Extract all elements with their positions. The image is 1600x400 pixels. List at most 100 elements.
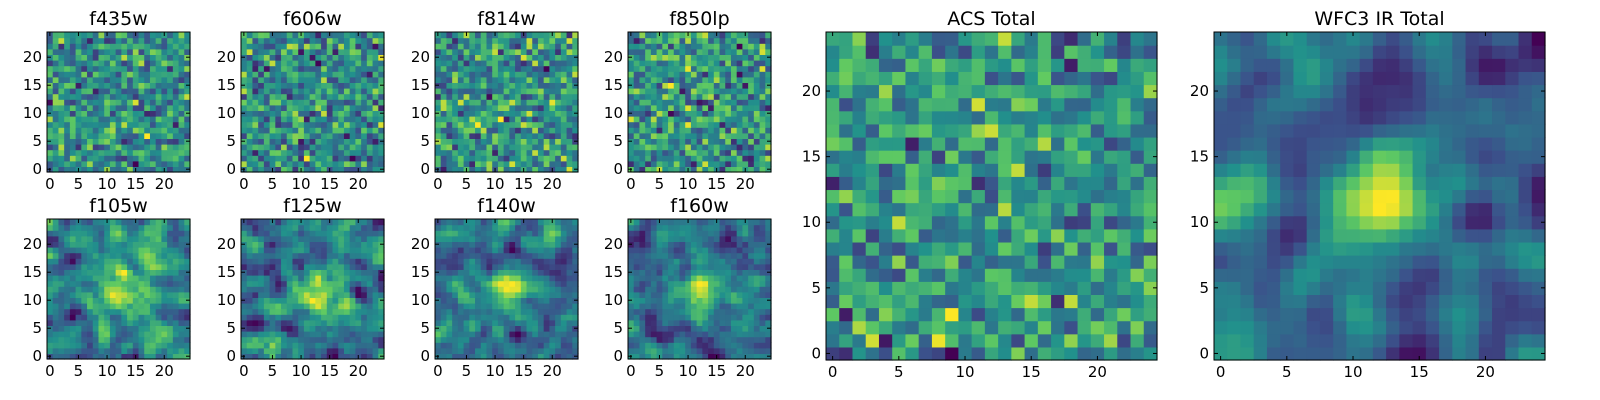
panel-title: f606w: [283, 8, 342, 30]
heatmap-cell: [543, 235, 550, 242]
heatmap-cell: [628, 331, 635, 338]
heatmap-cell: [532, 308, 539, 315]
heatmap-cell: [115, 32, 122, 39]
heatmap-cell: [81, 37, 88, 44]
heatmap-cell: [366, 127, 374, 134]
heatmap-cell: [269, 48, 276, 55]
heatmap-cell: [144, 258, 151, 265]
heatmap-cell: [161, 144, 168, 151]
heatmap-cell: [303, 127, 311, 134]
heatmap-cell: [650, 280, 658, 287]
heatmap-cell: [497, 342, 505, 349]
heatmap-cell: [753, 121, 761, 128]
heatmap-cell: [440, 252, 448, 259]
heatmap-cell: [315, 121, 322, 128]
heatmap-cell: [719, 303, 726, 310]
heatmap-cell: [361, 258, 368, 265]
heatmap-cell: [252, 166, 259, 173]
heatmap-cell: [566, 32, 573, 39]
heatmap-cell: [492, 149, 499, 156]
heatmap-cell: [52, 319, 60, 326]
heatmap-cell: [440, 297, 448, 304]
heatmap-cell: [486, 303, 493, 310]
heatmap-cell: [526, 88, 533, 95]
heatmap-cell: [446, 336, 453, 343]
heatmap-cell: [121, 82, 128, 89]
heatmap-cell: [509, 308, 516, 315]
heatmap-cell: [639, 303, 646, 310]
heatmap-cell: [47, 155, 54, 162]
heatmap-cell: [246, 263, 254, 270]
heatmap-cell: [321, 258, 328, 265]
heatmap-cell: [566, 48, 573, 55]
heatmap-cell: [138, 37, 145, 44]
heatmap-cell: [560, 60, 568, 67]
heatmap-cell: [759, 166, 766, 173]
heatmap-cell: [753, 144, 761, 151]
heatmap-cell: [639, 336, 646, 343]
heatmap-cell: [155, 258, 162, 265]
heatmap-cell: [633, 71, 641, 78]
heatmap-cell: [742, 104, 749, 111]
heatmap-cell: [161, 224, 168, 231]
heatmap-cell: [457, 166, 465, 173]
heatmap-cell: [326, 347, 334, 354]
heatmap-cell: [668, 71, 675, 78]
heatmap-cell: [58, 230, 65, 237]
heatmap-cell: [178, 219, 185, 226]
heatmap-cell: [321, 319, 328, 326]
heatmap-cell: [246, 54, 254, 61]
heatmap-cell: [549, 347, 556, 354]
heatmap-cell: [338, 88, 345, 95]
heatmap-cell: [566, 54, 573, 61]
heatmap-cell: [457, 325, 465, 332]
heatmap-cell: [685, 347, 692, 354]
heatmap-cell: [520, 127, 528, 134]
heatmap-cell: [155, 230, 162, 237]
heatmap-cell: [138, 43, 145, 50]
heatmap-cell: [497, 224, 505, 231]
heatmap-cell: [178, 291, 185, 298]
heatmap-cell: [361, 48, 368, 55]
heatmap-cell: [92, 116, 100, 123]
heatmap-cell: [378, 252, 385, 259]
heatmap-cell: [457, 37, 465, 44]
heatmap-cell: [138, 155, 145, 162]
heatmap-cell: [469, 48, 476, 55]
heatmap-cell: [492, 336, 499, 343]
heatmap-cell: [730, 347, 738, 354]
heatmap-cell: [639, 54, 646, 61]
heatmap-cell: [338, 303, 345, 310]
heatmap-cell: [104, 286, 111, 293]
x-tick-label: 0: [45, 175, 55, 193]
heatmap-cell: [321, 71, 328, 78]
heatmap-cell: [690, 275, 698, 282]
heatmap-cell: [679, 71, 686, 78]
heatmap-cell: [246, 65, 254, 72]
heatmap-cell: [281, 160, 288, 167]
heatmap-cell: [748, 160, 755, 167]
heatmap-cell: [566, 71, 573, 78]
heatmap-cell: [719, 166, 726, 173]
heatmap-cell: [144, 93, 151, 100]
heatmap-cell: [645, 104, 652, 111]
heatmap-cell: [549, 342, 556, 349]
heatmap-cell: [650, 88, 658, 95]
heatmap-cell: [503, 132, 510, 139]
heatmap-cell: [132, 331, 140, 338]
heatmap-cell: [281, 37, 288, 44]
heatmap-cell: [258, 219, 265, 226]
heatmap-cell: [52, 99, 60, 106]
heatmap-cell: [355, 76, 362, 83]
heatmap-cell: [679, 347, 686, 354]
heatmap-cell: [81, 71, 88, 78]
heatmap-cell: [241, 93, 248, 100]
heatmap-cell: [81, 132, 88, 139]
heatmap-cell: [566, 65, 573, 72]
heatmap-cell: [109, 65, 117, 72]
heatmap-cell: [321, 331, 328, 338]
heatmap-cell: [526, 308, 533, 315]
heatmap-cell: [47, 116, 54, 123]
heatmap-cell: [532, 99, 539, 106]
x-tick-label: 20: [349, 362, 368, 380]
